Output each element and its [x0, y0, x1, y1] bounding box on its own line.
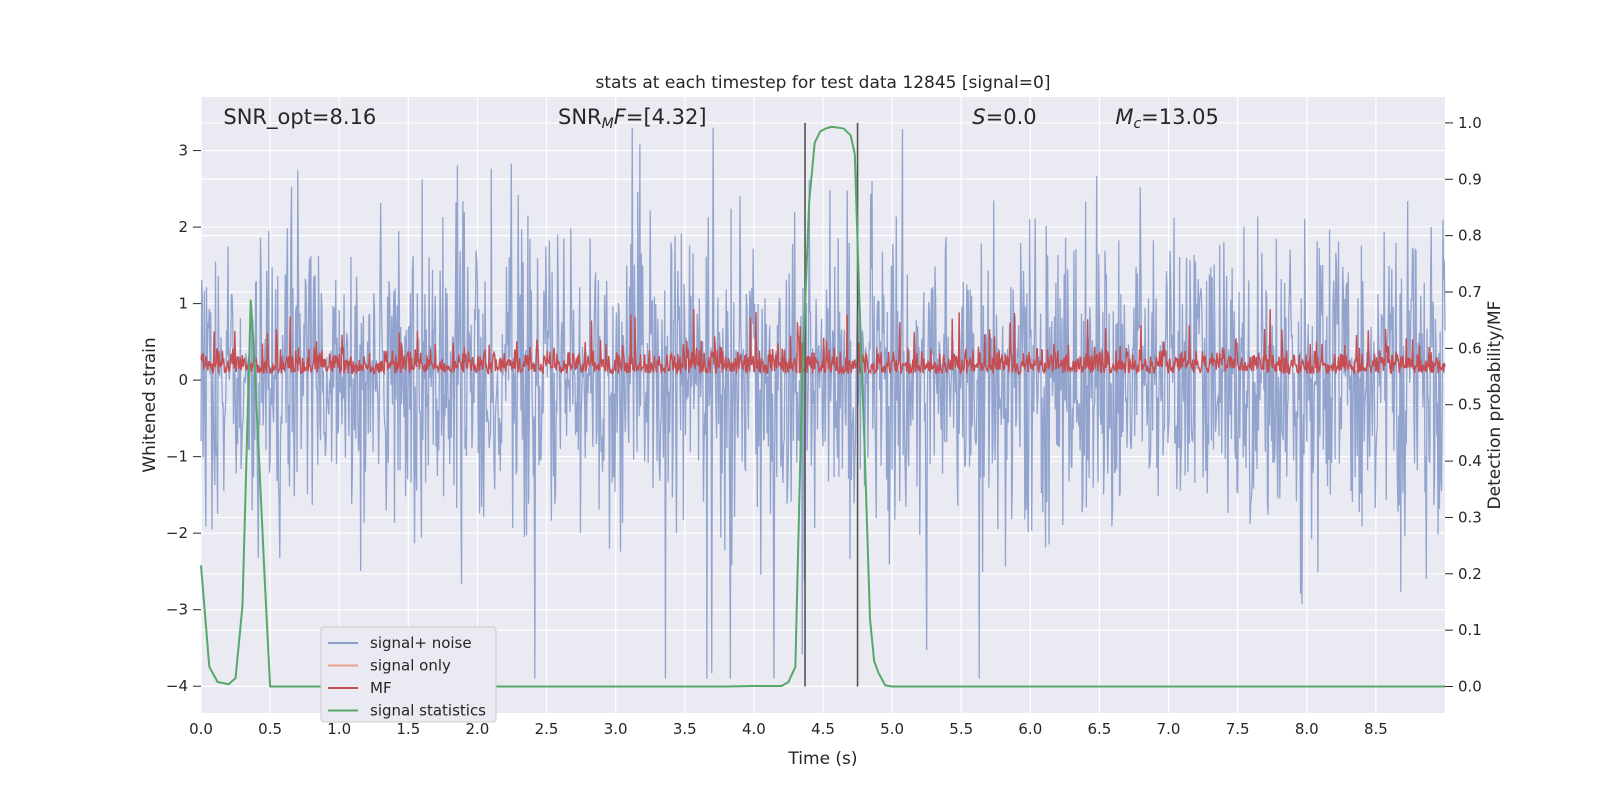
- axis-ticks: 0.0 0.5 1.0 1.5 2.0 2.5 3.0 3.5 4.0 4.5 5.0 5.5 6.0 6…: [166, 114, 1482, 738]
- y-tick-label-left: −1: [166, 448, 188, 466]
- x-tick-label: 5.5: [949, 720, 973, 738]
- x-tick-label: 7.0: [1157, 720, 1181, 738]
- y-tick-label-right: 0.3: [1458, 508, 1482, 526]
- y-tick-label-right: 0.1: [1458, 621, 1482, 639]
- annotation-mc-value: Mc=13.05: [1115, 105, 1219, 132]
- y-tick-label-right: 0.8: [1458, 227, 1482, 245]
- y-tick-label-left: −4: [166, 677, 188, 695]
- x-tick-label: 1.5: [396, 720, 420, 738]
- signal-statistics-line: [200, 125, 1445, 688]
- x-tick-label: 6.0: [1018, 720, 1042, 738]
- x-tick-label: 2.0: [466, 720, 490, 738]
- x-tick-label: 2.5: [535, 720, 559, 738]
- annotation-s-value: S=0.0: [972, 105, 1036, 129]
- x-tick-label: 1.0: [327, 720, 351, 738]
- chart-title: stats at each timestep for test data 128…: [596, 73, 1051, 93]
- y-tick-label-right: 0.4: [1458, 452, 1482, 470]
- y-tick-label-left: 2: [178, 218, 188, 236]
- y-tick-label-left: 3: [178, 142, 188, 160]
- annotation-snr-opt: SNR_opt=8.16: [223, 105, 376, 130]
- legend-label: signal statistics: [370, 702, 486, 720]
- x-tick-label: 3.0: [604, 720, 628, 738]
- x-tick-label: 3.5: [673, 720, 697, 738]
- y-axis-label-right: Detection probability/MF: [1485, 301, 1505, 510]
- y-tick-label-left: 0: [178, 371, 188, 389]
- x-tick-label: 8.0: [1295, 720, 1319, 738]
- y-tick-label-right: 0.9: [1458, 170, 1482, 188]
- mf-line: [200, 309, 1446, 376]
- series-mf: [200, 309, 1446, 376]
- x-tick-label: 4.5: [811, 720, 835, 738]
- series-signal-noise: [200, 127, 1446, 679]
- x-tick-label: 0.0: [189, 720, 213, 738]
- legend-label: signal+ noise: [370, 634, 472, 652]
- y-tick-label-left: −3: [166, 601, 188, 619]
- y-tick-label-right: 0.6: [1458, 339, 1482, 357]
- y-tick-label-right: 0.5: [1458, 396, 1482, 414]
- legend-box: [320, 626, 497, 723]
- legend-label: signal only: [370, 657, 451, 675]
- annotation-snr-mf: SNRMF=[4.32]: [558, 105, 707, 132]
- legend: signal+ noise signal only MF signal statist…: [320, 626, 497, 723]
- x-tick-label: 5.0: [880, 720, 904, 738]
- x-tick-label: 0.5: [258, 720, 282, 738]
- x-axis-label: Time (s): [787, 749, 857, 769]
- y-tick-label-left: 1: [178, 295, 188, 313]
- y-tick-label-right: 0.2: [1458, 565, 1482, 583]
- annotations: SNR_opt=8.16 SNRMF=[4.32] S=0.0 Mc=13.05: [223, 105, 1218, 132]
- x-tick-label: 6.5: [1088, 720, 1112, 738]
- y-tick-label-right: 1.0: [1458, 114, 1482, 132]
- y-axis-label-left: Whitened strain: [140, 337, 160, 472]
- signal-noise-line: [200, 127, 1446, 679]
- y-tick-label-left: −2: [166, 524, 188, 542]
- x-tick-label: 7.5: [1226, 720, 1250, 738]
- x-tick-label: 8.5: [1364, 720, 1388, 738]
- legend-label: MF: [370, 679, 392, 697]
- x-tick-label: 4.0: [742, 720, 766, 738]
- y-tick-label-right: 0.7: [1458, 283, 1482, 301]
- series-signal-statistics: [200, 125, 1445, 688]
- y-tick-label-right: 0.0: [1458, 678, 1482, 696]
